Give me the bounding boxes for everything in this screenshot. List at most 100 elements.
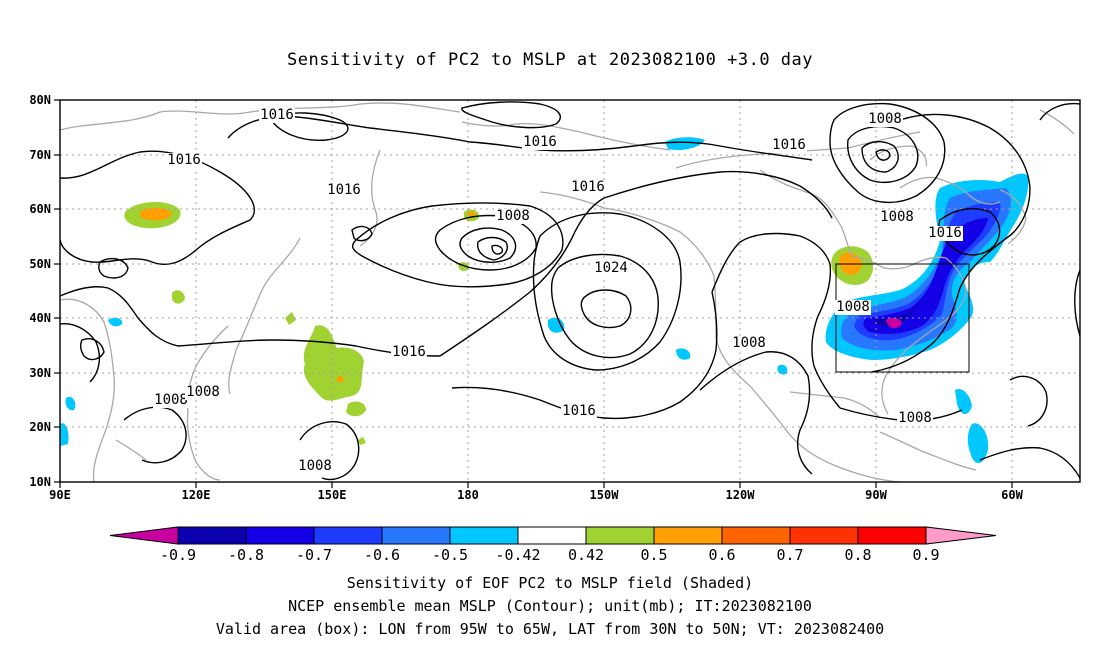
- colorbar-label: -0.8: [228, 546, 264, 564]
- shade-positive: [172, 290, 185, 304]
- lat-tick-label: 70N: [29, 148, 51, 162]
- shade-negative: [955, 388, 972, 415]
- contour-label-bg: [391, 345, 427, 360]
- shade-negative: [874, 292, 926, 327]
- contour-label: 1008: [496, 208, 530, 224]
- shade-negative: [676, 348, 691, 360]
- colorbar-label: 0.9: [912, 546, 939, 564]
- lat-tick-label: 40N: [29, 311, 51, 325]
- lon-tick-label: 180: [457, 488, 479, 502]
- shade-positive: [303, 325, 364, 401]
- shade-positive: [358, 437, 366, 445]
- colorbar-label: 0.5: [640, 546, 667, 564]
- map-frame: [59, 99, 1081, 483]
- shaded-regions: [60, 137, 1029, 464]
- contour-label-bg: [185, 385, 221, 400]
- contour-label-bg: [897, 411, 933, 426]
- colorbar-swatch: [177, 526, 247, 545]
- lon-tick-label: 120W: [726, 488, 756, 502]
- contour-label-bg: [731, 336, 767, 351]
- contour-label: 1016: [327, 182, 361, 198]
- colorbar-swatch: [857, 526, 927, 545]
- colorbar-swatch: [381, 526, 451, 545]
- colorbar-swatch: [721, 526, 791, 545]
- contour-label: 1008: [186, 384, 220, 400]
- lon-tick-label: 90E: [49, 488, 71, 502]
- colorbar-swatch: [585, 526, 655, 545]
- colorbar-swatch: [517, 526, 587, 545]
- contour-label-bg: [593, 261, 629, 276]
- contour-label: 1008: [836, 299, 870, 315]
- lat-tick-label: 50N: [29, 257, 51, 271]
- contour-label-bg: [879, 210, 915, 225]
- contour-label-bg: [570, 180, 606, 195]
- contour-label: 1016: [772, 137, 806, 153]
- contour-label: 1008: [298, 458, 332, 474]
- lon-tick-label: 150W: [590, 488, 620, 502]
- colorbar-swatch: [313, 526, 383, 545]
- colorbar-label: 0.6: [708, 546, 735, 564]
- contour-label-bg: [166, 153, 202, 168]
- shade-negative: [60, 423, 69, 446]
- colorbar: -0.9 -0.8 -0.7 -0.6 -0.5 -0.42 0.42 0.5 0.6 0.7 0.…: [109, 526, 997, 564]
- contour-label: 1008: [898, 410, 932, 426]
- contour-label-bg: [927, 226, 963, 241]
- lon-tick-label: 60W: [1001, 488, 1023, 502]
- contour-label: 1016: [571, 179, 605, 195]
- contour-label: 1016: [260, 107, 294, 123]
- colorbar-swatch: [653, 526, 723, 545]
- valid-area-box: [835, 263, 970, 373]
- shade-positive-core: [467, 211, 476, 217]
- contour-label-bg: [867, 112, 903, 127]
- shade-positive: [285, 312, 296, 325]
- colorbar-label: -0.42: [495, 546, 540, 564]
- shade-positive-core: [336, 375, 344, 383]
- contour-label-bg: [297, 459, 333, 474]
- contour-label: 1008: [880, 209, 914, 225]
- lat-tick-label: 80N: [29, 93, 51, 107]
- lon-tick-label: 90W: [865, 488, 887, 502]
- lon-tick-label: 150E: [318, 488, 347, 502]
- colorbar-high-triangle: [925, 526, 997, 545]
- shade-negative: [547, 317, 565, 333]
- shade-positive: [346, 401, 366, 417]
- lat-tick-label: 20N: [29, 420, 51, 434]
- contour-label-bg: [771, 138, 807, 153]
- contour-label-bg: [326, 183, 362, 198]
- caption-line-2: NCEP ensemble mean MSLP (Contour); unit(…: [288, 597, 812, 615]
- contour-label: 1016: [392, 344, 426, 360]
- map-title: Sensitivity of PC2 to MSLP at 2023082100…: [286, 50, 813, 70]
- colorbar-label: 0.42: [568, 546, 604, 564]
- contour-label-bg: [835, 300, 871, 315]
- contour-label-bg: [522, 135, 558, 150]
- contour-label: 1016: [167, 152, 201, 168]
- shade-negative: [108, 317, 123, 327]
- contour-label: 1008: [868, 111, 902, 127]
- contour-label: 1024: [594, 260, 628, 276]
- contour-label-bg: [153, 393, 189, 408]
- colorbar-label: -0.9: [160, 546, 196, 564]
- lon-tick-label: 120E: [182, 488, 211, 502]
- colorbar-label: 0.8: [844, 546, 871, 564]
- contour-label: 1016: [562, 403, 596, 419]
- shade-positive-core: [140, 207, 172, 221]
- shade-negative: [777, 364, 788, 375]
- contour-label: 1008: [732, 335, 766, 351]
- shade-negative: [665, 137, 705, 150]
- shade-negative-extreme: [886, 317, 902, 329]
- contour-label-bg: [561, 404, 597, 419]
- caption-line-1: Sensitivity of EOF PC2 to MSLP field (Sh…: [346, 574, 754, 592]
- contour-label-bg: [259, 108, 295, 123]
- contour-label: 1016: [928, 225, 962, 241]
- shade-negative: [967, 423, 989, 464]
- shade-negative: [863, 218, 988, 334]
- colorbar-label: -0.5: [432, 546, 468, 564]
- colorbar-label: -0.7: [296, 546, 332, 564]
- caption-line-3: Valid area (box): LON from 95W to 65W, L…: [215, 620, 885, 638]
- lat-tick-label: 30N: [29, 366, 51, 380]
- contour-labels: 1016 1016 1016 1016 1016 1016 1016 1016 1008 1008…: [153, 107, 963, 474]
- lat-tick-label: 10N: [29, 475, 51, 489]
- contour-label: 1016: [523, 134, 557, 150]
